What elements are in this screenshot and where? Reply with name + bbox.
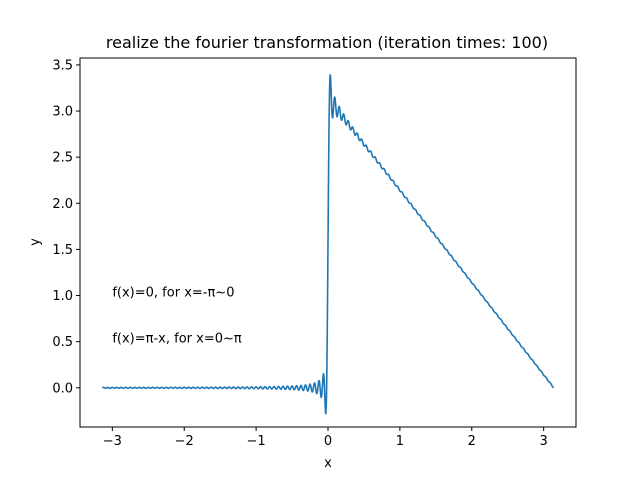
- annotations: f(x)=0, for x=-π~0 f(x)=π-x, for x=0~π: [112, 286, 242, 347]
- series-line: [101, 74, 555, 415]
- y-tick-label: 1.0: [52, 289, 73, 304]
- annotation-text: f(x)=0, for x=-π~0: [112, 286, 234, 301]
- annotation-text: f(x)=π-x, for x=0~π: [112, 332, 242, 347]
- y-tick-label: 1.5: [52, 243, 73, 258]
- x-tick-label: −1: [247, 434, 266, 449]
- series-layer: [101, 74, 555, 415]
- y-tick-label: 2.5: [52, 151, 73, 166]
- x-tick-label: −3: [103, 434, 122, 449]
- y-tick-label: 3.0: [52, 105, 73, 120]
- x-tick-label: 2: [468, 434, 476, 449]
- x-axis-label: x: [324, 456, 332, 471]
- x-tick-label: 1: [396, 434, 404, 449]
- x-axis: −3 −2 −1 0 1 2 3: [103, 427, 548, 449]
- y-tick-label: 0.5: [52, 335, 73, 350]
- plot-area: [79, 57, 577, 428]
- y-tick-label: 2.0: [52, 197, 73, 212]
- y-tick-label: 3.5: [52, 58, 73, 73]
- y-tick-label: 0.0: [52, 381, 73, 396]
- x-tick-label: 3: [540, 434, 548, 449]
- y-axis-label: y: [28, 238, 43, 246]
- x-tick-label: 0: [324, 434, 332, 449]
- y-axis: 0.0 0.5 1.0 1.5 2.0 2.5 3.0 3.5: [52, 58, 80, 396]
- x-tick-label: −2: [175, 434, 194, 449]
- chart-title: realize the fourier transformation (iter…: [106, 33, 548, 52]
